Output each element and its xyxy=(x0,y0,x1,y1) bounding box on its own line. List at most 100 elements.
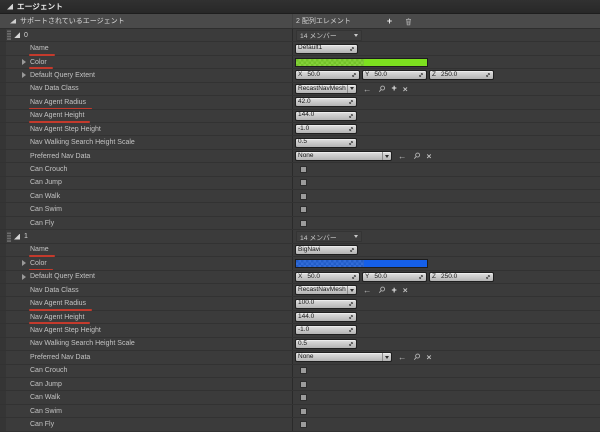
can-jump-checkbox[interactable] xyxy=(300,179,307,187)
query-extent-x-field[interactable]: X 50.0 xyxy=(295,271,360,282)
can-fly-checkbox[interactable] xyxy=(300,420,307,428)
nav-agent-height-field[interactable]: 144.0 xyxy=(295,312,357,323)
row-can-swim: Can Swim xyxy=(0,404,600,419)
clear-button[interactable]: × xyxy=(402,83,408,94)
label-cell: Can Jump xyxy=(0,176,293,190)
label-cell: Can Swim xyxy=(0,203,293,216)
label-nav-agent-step-height: Nav Agent Step Height xyxy=(30,326,101,334)
label-cell: Nav Agent Height xyxy=(0,109,293,123)
spinner-drag-handle[interactable] xyxy=(351,274,357,280)
browse-magnifier-icon xyxy=(413,152,420,160)
browse-button[interactable] xyxy=(413,353,421,361)
category-header-agents[interactable]: エージェント xyxy=(0,0,600,14)
nav-agent-radius-field[interactable]: 42.0 xyxy=(295,97,357,108)
caret-down-icon xyxy=(354,33,358,37)
color-swatch[interactable] xyxy=(295,258,428,268)
query-extent-z-field[interactable]: Z 250.0 xyxy=(429,70,494,81)
browse-button[interactable] xyxy=(378,286,386,294)
nav-walking-search-height-scale-field[interactable]: 0.5 xyxy=(295,338,357,349)
clear-button[interactable]: × xyxy=(426,352,432,363)
spinner-drag-icon xyxy=(352,73,356,78)
clear-button[interactable]: × xyxy=(402,284,408,295)
supported-agents-array-header[interactable]: サポートされているエージェント 2 配列エレメント + xyxy=(0,14,600,29)
spinner-drag-handle[interactable] xyxy=(485,274,491,280)
expandable-label-group[interactable]: Default Query Extent xyxy=(22,71,95,80)
query-extent-x-field[interactable]: X 50.0 xyxy=(295,70,360,81)
dropdown-arrow xyxy=(382,353,391,362)
drag-handle[interactable] xyxy=(7,231,11,242)
nav-walking-search-height-scale-field[interactable]: 0.5 xyxy=(295,137,357,148)
spinner-drag-handle[interactable] xyxy=(348,140,354,146)
use-selected-arrow-button[interactable]: ← xyxy=(363,83,372,94)
spinner-drag-handle[interactable] xyxy=(349,247,355,253)
field-value: BigNavi xyxy=(298,245,321,253)
can-crouch-checkbox[interactable] xyxy=(300,367,307,375)
nav-data-class-dropdown[interactable]: RecastNavMesh xyxy=(295,83,357,94)
spinner-drag-handle[interactable] xyxy=(485,72,491,78)
array-header-value-cell: 2 配列エレメント + xyxy=(293,14,600,28)
value-cell: 144.0 xyxy=(293,311,600,323)
add-button[interactable]: + xyxy=(391,83,397,94)
query-extent-z-field[interactable]: Z 250.0 xyxy=(429,271,494,282)
use-selected-arrow-button[interactable]: ← xyxy=(398,352,407,363)
row-can-jump: Can Jump xyxy=(0,377,600,392)
label-cell: Nav Agent Step Height xyxy=(0,324,293,337)
spinner-drag-handle[interactable] xyxy=(348,113,354,119)
spinner-drag-handle[interactable] xyxy=(348,126,354,132)
drag-handle[interactable] xyxy=(7,30,11,41)
value-cell: 100.0 xyxy=(293,297,600,309)
members-dropdown[interactable]: 14 メンバー xyxy=(296,29,362,41)
spinner-drag-handle[interactable] xyxy=(348,314,354,320)
nav-agent-step-height-field[interactable]: -1.0 xyxy=(295,325,357,336)
delete-elements-button[interactable] xyxy=(405,17,412,26)
can-jump-checkbox[interactable] xyxy=(300,380,307,388)
collapsed-arrow-icon xyxy=(22,273,26,280)
expandable-label-group[interactable]: Default Query Extent xyxy=(22,272,95,281)
clear-button[interactable]: × xyxy=(426,150,432,161)
expandable-label-group[interactable]: Color xyxy=(22,259,53,271)
can-walk-checkbox[interactable] xyxy=(300,192,307,200)
row-can-swim: Can Swim xyxy=(0,203,600,217)
spinner-drag-handle[interactable] xyxy=(349,46,355,52)
name-field[interactable]: BigNavi xyxy=(295,244,358,255)
row-array-element-0[interactable]: 0 14 メンバー xyxy=(0,29,600,43)
can-swim-checkbox[interactable] xyxy=(300,407,307,415)
can-crouch-checkbox[interactable] xyxy=(300,165,307,173)
name-field[interactable]: Default1 xyxy=(295,43,358,54)
nav-agent-radius-field[interactable]: 100.0 xyxy=(295,298,357,309)
use-selected-arrow-button[interactable]: ← xyxy=(363,284,372,295)
browse-button[interactable] xyxy=(413,152,421,160)
add-button[interactable]: + xyxy=(391,284,397,295)
row-array-element-1[interactable]: 1 14 メンバー xyxy=(0,230,600,244)
row-default-query-extent: Default Query Extent X 50.0 Y 50.0 Z 250.0 xyxy=(0,69,600,83)
use-selected-arrow-button[interactable]: ← xyxy=(398,150,407,161)
spinner-drag-handle[interactable] xyxy=(418,274,424,280)
spinner-drag-handle[interactable] xyxy=(348,99,354,105)
nav-data-class-dropdown[interactable]: RecastNavMesh xyxy=(295,285,357,296)
expandable-label-group[interactable]: Color xyxy=(22,58,53,70)
expanded-arrow-icon xyxy=(10,18,16,24)
query-extent-y-field[interactable]: Y 50.0 xyxy=(362,70,427,81)
spinner-drag-handle[interactable] xyxy=(348,327,354,333)
browse-button[interactable] xyxy=(378,85,386,93)
members-dropdown[interactable]: 14 メンバー xyxy=(296,231,362,243)
label-cell: Nav Agent Height xyxy=(0,310,293,325)
row-nav-agent-radius: Nav Agent Radius 100.0 xyxy=(0,297,600,311)
can-fly-checkbox[interactable] xyxy=(300,219,307,227)
nav-agent-height-field[interactable]: 144.0 xyxy=(295,110,357,121)
spinner-drag-handle[interactable] xyxy=(351,72,357,78)
can-swim-checkbox[interactable] xyxy=(300,206,307,214)
spinner-drag-handle[interactable] xyxy=(348,341,354,347)
label-cell: Default Query Extent xyxy=(0,69,293,82)
nav-agent-step-height-field[interactable]: -1.0 xyxy=(295,124,357,135)
field-value: 100.0 xyxy=(298,299,315,307)
color-swatch[interactable] xyxy=(295,57,428,67)
preferred-nav-data-dropdown[interactable]: None xyxy=(295,151,392,161)
can-walk-checkbox[interactable] xyxy=(300,394,307,402)
add-element-button[interactable]: + xyxy=(386,15,393,26)
query-extent-y-field[interactable]: Y 50.0 xyxy=(362,271,427,282)
spinner-drag-handle[interactable] xyxy=(348,301,354,307)
field-value: 0.5 xyxy=(298,339,308,347)
spinner-drag-handle[interactable] xyxy=(418,72,424,78)
preferred-nav-data-dropdown[interactable]: None xyxy=(295,352,392,363)
